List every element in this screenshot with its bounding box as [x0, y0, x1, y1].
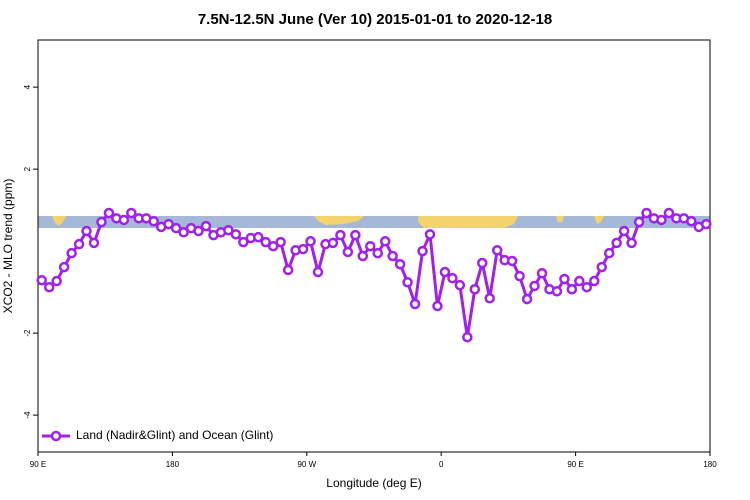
data-point	[335, 229, 346, 241]
data-point	[633, 216, 645, 228]
data-point	[223, 224, 234, 236]
data-point	[566, 283, 578, 295]
data-point	[238, 236, 249, 248]
data-point	[484, 293, 495, 304]
data-point	[514, 270, 525, 282]
data-point	[424, 229, 436, 240]
data-point	[312, 266, 324, 278]
data-point	[641, 207, 652, 219]
data-point	[357, 250, 369, 262]
x-axis-label: Longitude (deg E)	[326, 476, 421, 490]
data-point	[447, 272, 458, 284]
data-point	[379, 236, 391, 247]
data-point	[589, 275, 600, 287]
data-point	[200, 220, 212, 232]
data-point	[387, 250, 398, 262]
data-point	[701, 218, 712, 230]
data-point	[402, 277, 413, 288]
data-point	[66, 247, 77, 259]
data-point	[163, 218, 174, 230]
chart-title: 7.5N-12.5N June (Ver 10) 2015-01-01 to 2…	[198, 11, 552, 28]
data-point	[663, 207, 675, 219]
data-point	[477, 257, 488, 269]
y-tick-label: 2	[23, 166, 32, 171]
data-point	[603, 247, 615, 259]
data-point	[365, 240, 376, 252]
data-point	[267, 240, 279, 252]
data-point	[596, 261, 607, 273]
data-point	[581, 281, 593, 293]
y-axis-label: XCO2 - MLO trend (ppm)	[1, 179, 15, 314]
data-line	[40, 210, 707, 338]
x-tick-label: 0	[439, 460, 444, 469]
x-tick-label: 180	[166, 460, 180, 469]
data-point	[611, 237, 622, 249]
data-point	[618, 225, 630, 237]
data-point	[521, 293, 533, 305]
data-point	[230, 229, 242, 240]
y-tick-label: -2	[23, 329, 32, 337]
data-point	[51, 275, 62, 287]
data-point	[506, 255, 518, 267]
data-point	[260, 236, 271, 248]
y-tick-label: 4	[23, 84, 32, 89]
data-point	[394, 258, 406, 270]
data-point	[103, 207, 115, 219]
data-point	[58, 261, 70, 273]
data-point	[282, 264, 294, 276]
data-point	[36, 274, 47, 286]
data-point	[462, 331, 473, 343]
data-point	[126, 207, 137, 219]
data-point	[529, 280, 540, 292]
data-point	[342, 246, 354, 258]
data-point	[417, 245, 428, 257]
data-point	[656, 214, 667, 226]
data-point	[409, 298, 421, 310]
data-point	[350, 229, 361, 241]
data-point	[297, 243, 309, 255]
data-point	[432, 300, 443, 312]
data-point	[275, 236, 286, 248]
data-point	[536, 268, 548, 279]
data-point	[81, 225, 92, 237]
data-point	[559, 273, 570, 285]
data-point	[491, 245, 503, 256]
x-tick-label: 90 W	[297, 460, 316, 469]
data-point	[193, 225, 204, 237]
data-point	[469, 283, 481, 295]
data-point	[73, 238, 85, 250]
data-point	[178, 227, 189, 238]
data-point	[43, 281, 55, 293]
data-point	[551, 286, 563, 297]
data-point	[686, 215, 697, 227]
plot-frame	[37, 39, 711, 453]
x-tick-label: 90 E	[567, 460, 583, 469]
x-tick-label: 180	[703, 460, 717, 469]
data-point	[253, 231, 264, 243]
data-point	[96, 216, 107, 228]
y-tick-label: -4	[23, 411, 32, 419]
data-point	[439, 266, 451, 278]
legend-marker	[50, 430, 62, 442]
legend-label: Land (Nadir&Glint) and Ocean (Glint)	[76, 428, 273, 442]
data-point	[305, 236, 316, 247]
data-point	[327, 237, 339, 249]
data-point	[454, 279, 466, 291]
data-point	[372, 247, 383, 259]
data-point	[574, 275, 585, 287]
data-point	[148, 215, 159, 227]
data-point	[88, 237, 100, 249]
data-point	[626, 237, 637, 249]
data-point	[170, 222, 182, 234]
data-point	[118, 214, 130, 226]
x-tick-label: 90 E	[30, 460, 46, 469]
